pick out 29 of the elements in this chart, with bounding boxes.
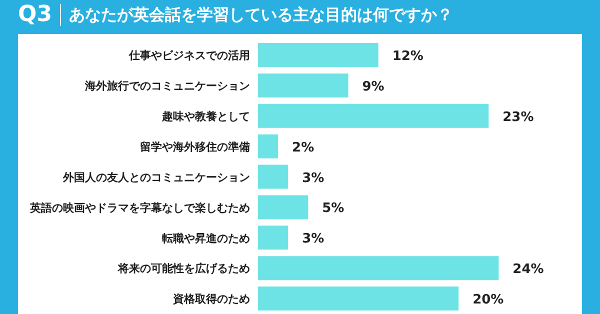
y-tick-label: 資格取得のため xyxy=(172,292,250,306)
y-tick-label: 外国人の友人とのコミュニケーション xyxy=(62,170,250,184)
text: Q3 xyxy=(18,2,62,27)
y-tick-label: 英語の映画やドラマを字幕なしで楽しむため xyxy=(29,201,250,214)
data-label: 3% xyxy=(302,170,324,186)
bar xyxy=(258,134,278,158)
y-tick-label: 転職や昇進のため xyxy=(161,232,250,245)
y-tick-label: 趣味や教養として xyxy=(161,110,250,124)
data-label: 3% xyxy=(302,232,324,247)
bar xyxy=(258,73,348,98)
y-tick-label: 仕事やビジネスでの活用 xyxy=(128,49,250,62)
y-tick-label: 海外旅行でのコミュニケーション xyxy=(84,80,250,93)
y-tick-label: 留学や海外移住の準備 xyxy=(140,140,250,154)
data-label: 23% xyxy=(502,110,534,125)
data-label: 2% xyxy=(292,140,314,156)
data-label: 9% xyxy=(362,79,384,94)
y-tick-label: 将来の可能性を広げるため xyxy=(117,262,250,276)
data-label: 24% xyxy=(512,262,544,278)
data-label: 12% xyxy=(392,49,424,64)
bar xyxy=(258,104,489,128)
bar xyxy=(258,195,308,220)
bar xyxy=(258,43,378,67)
chart-title: あなたが英会話を学習している主な目的は何ですか？ xyxy=(69,4,454,26)
data-label: 5% xyxy=(322,201,344,216)
data-label: 20% xyxy=(472,292,504,308)
bar xyxy=(258,286,459,311)
bar xyxy=(258,164,288,189)
bar xyxy=(258,256,499,280)
bar xyxy=(258,226,288,250)
